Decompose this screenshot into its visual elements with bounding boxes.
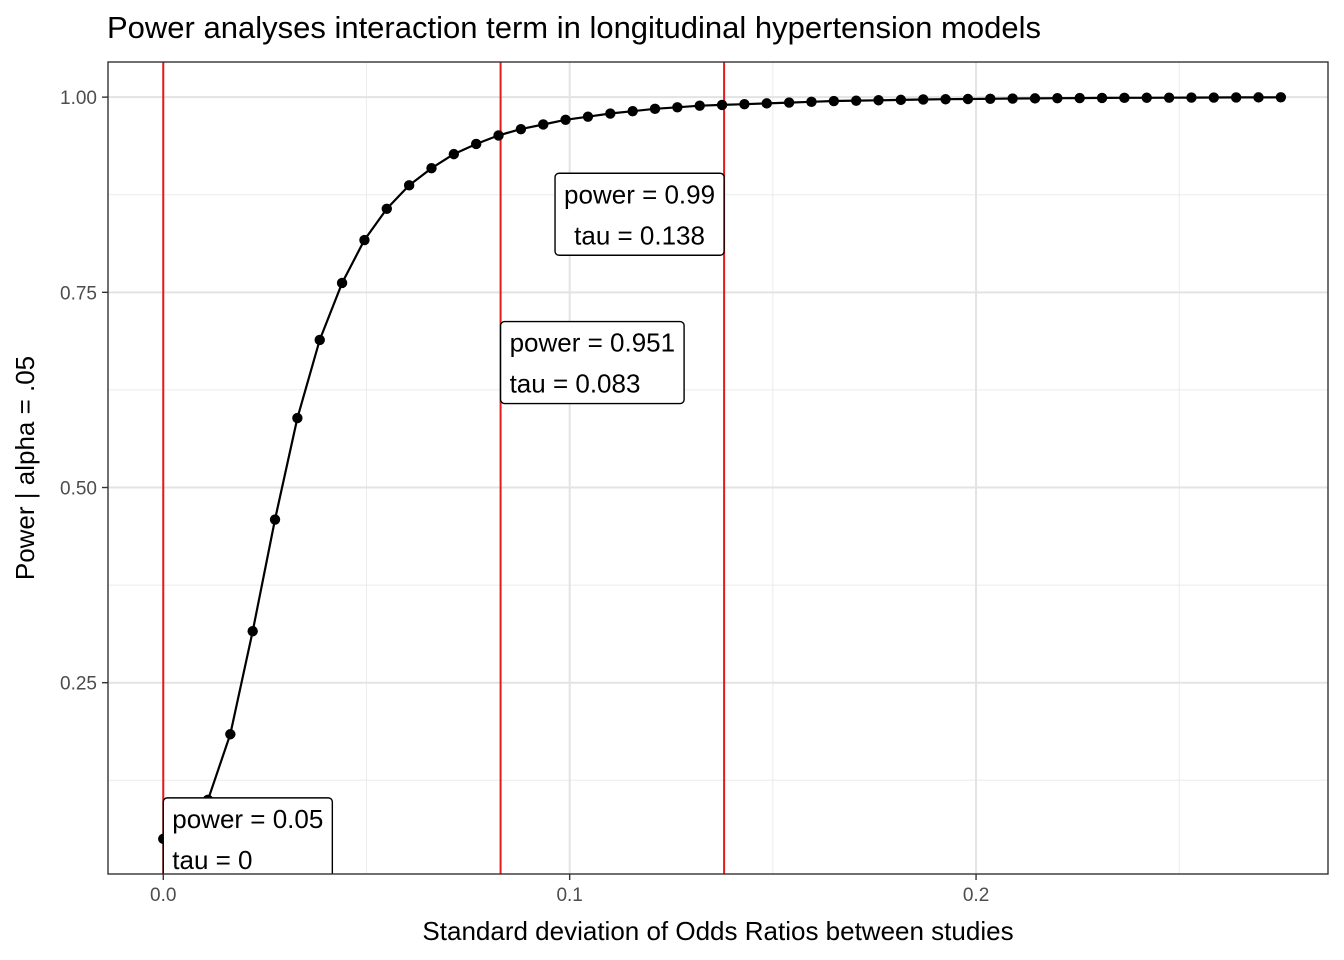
data-point [470,138,482,150]
data-point [783,97,795,108]
data-point [1096,92,1108,104]
data-point [582,111,594,122]
data-point [1253,92,1264,103]
data-point [806,96,817,108]
data-point [247,625,258,637]
data-point [515,123,527,135]
panel-border [107,61,1329,875]
data-point [1208,92,1220,103]
y-tick-label: 1.00 [60,88,97,109]
data-point [1141,92,1152,103]
data-point [292,412,303,424]
data-point [873,95,884,106]
data-point [336,277,348,289]
data-point [493,130,504,141]
power-curve [158,92,1287,845]
data-point [1052,93,1063,104]
x-axis: 0.0 0.1 0.2 [150,874,989,906]
data-point [761,98,772,109]
data-point [828,95,840,107]
data-point [940,94,951,105]
annotation-line-1: power = 0.05 [172,804,323,834]
data-point [426,162,437,174]
data-point [627,105,638,117]
annotation-line-2: tau = 0 [172,845,252,875]
data-point [605,108,616,119]
data-point [716,99,728,111]
data-point [918,94,929,105]
data-point [649,103,661,115]
data-point [1230,92,1242,103]
x-tick-label: 0.1 [556,885,582,906]
data-point [269,514,281,525]
data-point [895,94,907,106]
data-point [1163,92,1175,103]
data-point [739,98,750,110]
annotation-label: power = 0.05 tau = 0 [162,797,334,875]
data-point [538,119,549,130]
x-axis-title: Standard deviation of Odds Ratios betwee… [422,916,1013,946]
y-axis-title: Power | alpha = .05 [10,356,40,580]
data-point [359,234,370,246]
chart-title: Power analyses interaction term in longi… [107,10,1041,45]
data-point [314,334,325,346]
data-point [1186,92,1197,103]
data-point [1074,92,1085,104]
x-tick-label: 0.2 [963,885,989,906]
data-point [225,729,236,740]
y-tick-label: 0.50 [60,479,97,500]
annotations: power = 0.05 tau = 0 power = 0.951 tau = 0.… [162,172,725,875]
annotation-box [499,320,685,405]
data-point [850,95,862,106]
annotation-box [162,797,334,874]
annotation-line-2: tau = 0.083 [510,369,641,399]
data-point [1275,92,1287,103]
annotation-label: power = 0.951 tau = 0.083 [499,320,685,405]
annotation-label: power = 0.99 tau = 0.138 [554,172,725,256]
data-point [1007,93,1018,104]
data-point [1029,93,1041,104]
data-point [985,93,996,104]
x-tick-label: 0.0 [150,885,176,906]
data-point [962,93,974,105]
y-tick-label: 0.75 [60,283,97,304]
annotation-box [554,172,725,256]
annotation-line-1: power = 0.99 [564,179,715,209]
annotation-line-2: tau = 0.138 [574,220,705,250]
y-tick-label: 0.25 [60,674,97,695]
data-point [560,114,571,125]
data-point [694,100,705,111]
data-point [672,102,683,113]
y-axis: 0.25 0.50 0.75 1.00 [60,88,108,695]
annotation-line-1: power = 0.951 [510,328,676,358]
data-point [381,203,392,214]
data-point [448,148,460,160]
data-point [1119,92,1130,104]
plot-panel: power = 0.05 tau = 0 power = 0.951 tau = 0.… [107,61,1329,875]
data-point [403,180,415,191]
